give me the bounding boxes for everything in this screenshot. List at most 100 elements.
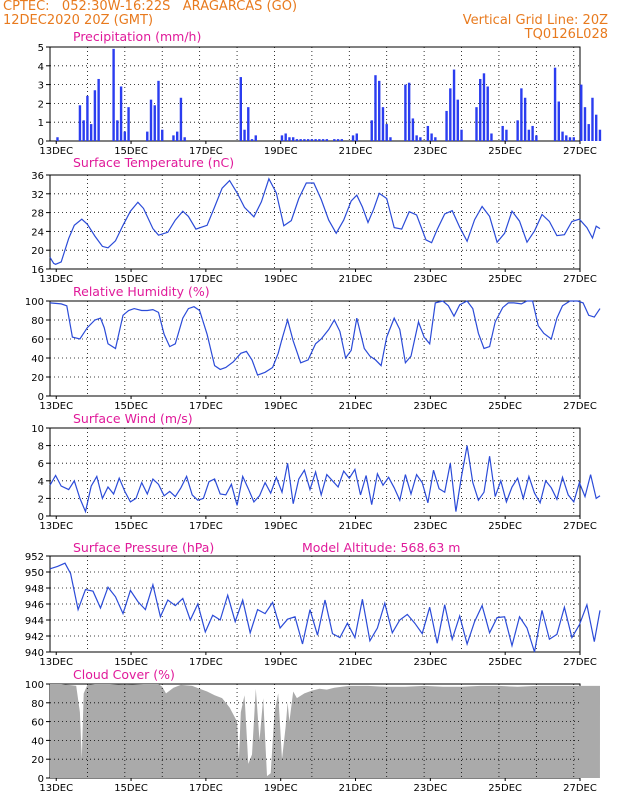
- precip-bar: [419, 137, 422, 141]
- precip-bar: [531, 125, 534, 141]
- precip-bar: [149, 99, 153, 141]
- precip-bar: [490, 133, 493, 141]
- precip-bar: [299, 139, 302, 141]
- precip-bar: [452, 69, 456, 141]
- x-tick-label: 23DEC: [413, 657, 447, 668]
- precip-bar: [303, 139, 306, 141]
- precip-bar: [385, 124, 388, 141]
- x-tick-label: 21DEC: [339, 401, 373, 412]
- precip-bar: [460, 129, 463, 141]
- x-tick-label: 17DEC: [189, 783, 223, 794]
- y-tick-label: 5: [38, 43, 44, 54]
- precip-bar: [254, 135, 257, 141]
- panel-5: 0 20 40 60 80 100 13DEC 15DEC 17DEC 19DEC 21DEC 23D…: [25, 667, 600, 794]
- precip-bar: [434, 137, 437, 141]
- precip-bar: [523, 97, 527, 141]
- x-tick-label: 21DEC: [339, 783, 373, 794]
- x-tick-label: 15DEC: [114, 401, 148, 412]
- x-tick-label: 13DEC: [39, 146, 73, 157]
- x-tick-label: 17DEC: [189, 521, 223, 532]
- y-tick-label: 944: [25, 616, 44, 627]
- x-tick-label: 27DEC: [563, 783, 597, 794]
- x-tick-label: 21DEC: [339, 521, 373, 532]
- cloud-cover-area: [50, 684, 600, 778]
- y-tick-label: 4: [38, 477, 44, 488]
- precip-bar: [314, 139, 317, 141]
- y-tick-label: 6: [38, 459, 44, 470]
- x-tick-label: 15DEC: [114, 783, 148, 794]
- y-tick-label: 100: [25, 297, 44, 308]
- precip-bar: [404, 84, 407, 141]
- precip-bar: [355, 133, 358, 141]
- y-tick-label: 950: [25, 568, 44, 579]
- x-tick-label: 25DEC: [488, 521, 522, 532]
- x-tick-label: 13DEC: [39, 521, 73, 532]
- precip-bar: [426, 125, 430, 141]
- precip-bar: [325, 139, 329, 141]
- precip-bar: [591, 97, 594, 141]
- x-tick-label: 17DEC: [189, 657, 223, 668]
- precip-bar: [295, 139, 299, 141]
- x-tick-label: 21DEC: [339, 146, 373, 157]
- y-tick-label: 80: [31, 699, 44, 710]
- x-tick-label: 19DEC: [264, 401, 298, 412]
- x-tick-label: 25DEC: [488, 401, 522, 412]
- x-tick-label: 25DEC: [488, 274, 522, 285]
- precip-bar: [179, 97, 183, 141]
- precip-bar: [333, 139, 336, 141]
- x-tick-label: 23DEC: [413, 521, 447, 532]
- y-tick-label: 28: [31, 209, 44, 220]
- x-tick-label: 27DEC: [563, 401, 597, 412]
- panel-frame: [49, 427, 581, 517]
- precip-bar: [583, 107, 587, 141]
- x-tick-label: 13DEC: [39, 657, 73, 668]
- y-tick-label: 946: [25, 600, 44, 611]
- x-tick-label: 27DEC: [563, 657, 597, 668]
- y-tick-label: 0: [38, 392, 44, 403]
- x-tick-label: 27DEC: [563, 521, 597, 532]
- panel-0: 0 1 2 3 4 5 13DEC 15DEC 17DEC 19DEC 21DEC 23DEC 25DE…: [38, 29, 602, 157]
- panel-title: Precipitation (mm/h): [73, 29, 201, 44]
- y-tick-label: 20: [31, 755, 44, 766]
- precip-bar: [306, 139, 310, 141]
- precip-bar: [557, 101, 560, 141]
- panel-title: Cloud Cover (%): [73, 667, 175, 682]
- precip-bar: [501, 125, 504, 141]
- precip-bar: [561, 131, 564, 141]
- precip-bar: [445, 110, 448, 141]
- y-tick-label: 0: [38, 137, 44, 148]
- precip-bar: [374, 75, 377, 141]
- y-tick-label: 1: [38, 118, 44, 129]
- x-tick-label: 19DEC: [264, 521, 298, 532]
- precip-bar: [378, 80, 381, 141]
- precip-bar: [56, 137, 59, 141]
- precip-bar: [336, 139, 340, 141]
- precip-bar: [172, 135, 175, 141]
- precip-bar: [310, 139, 314, 141]
- precip-bar: [250, 139, 254, 141]
- panel-title: Surface Wind (m/s): [73, 411, 193, 426]
- x-tick-label: 19DEC: [264, 274, 298, 285]
- y-tick-label: 0: [38, 512, 44, 523]
- x-tick-label: 25DEC: [488, 657, 522, 668]
- precip-bar: [175, 131, 179, 141]
- y-tick-label: 36: [31, 171, 44, 182]
- x-tick-label: 17DEC: [189, 274, 223, 285]
- y-tick-label: 942: [25, 632, 44, 643]
- x-tick-label: 23DEC: [413, 274, 447, 285]
- y-tick-label: 80: [31, 316, 44, 327]
- y-tick-label: 2: [38, 494, 44, 505]
- x-tick-label: 23DEC: [413, 783, 447, 794]
- x-tick-label: 19DEC: [264, 783, 298, 794]
- precip-bar: [407, 82, 411, 141]
- header-location: CPTEC: 052:30W-16:22S ARAGARCAS (GO): [3, 0, 298, 14]
- precip-bar: [572, 137, 575, 141]
- y-tick-label: 952: [25, 552, 44, 563]
- precip-bar: [415, 135, 418, 141]
- panel-4: 940 942 944 946 948 950 952 13DEC 15DEC 17DEC 19DE…: [25, 540, 601, 668]
- x-tick-label: 25DEC: [488, 146, 522, 157]
- x-tick-label: 19DEC: [264, 657, 298, 668]
- panel-title: Relative Humidity (%): [73, 284, 210, 299]
- y-tick-label: 0: [38, 774, 44, 785]
- precip-bar: [112, 48, 115, 141]
